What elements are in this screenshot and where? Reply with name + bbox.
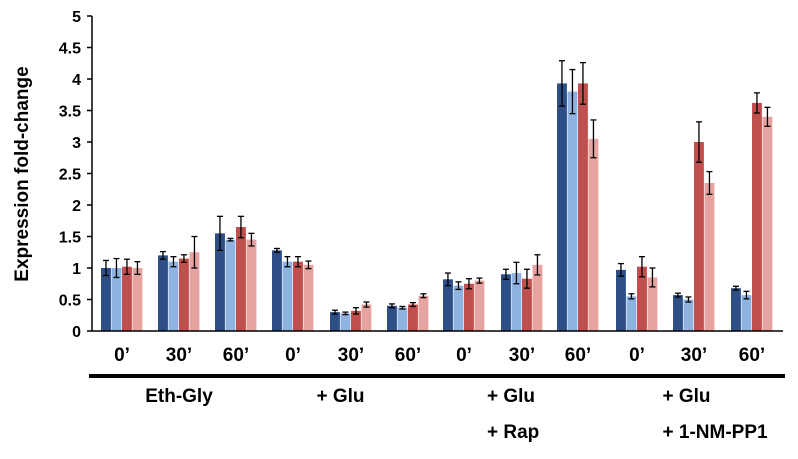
timepoint-label: 0’	[629, 345, 645, 366]
bar	[731, 288, 741, 331]
bar	[303, 264, 314, 331]
y-tick-label: 0	[72, 324, 81, 341]
bar	[532, 264, 543, 331]
group-label: Eth-Gly	[145, 386, 213, 407]
y-tick-label: 0.5	[59, 293, 81, 310]
group-underline	[260, 374, 441, 378]
timepoint-label: 30’	[338, 345, 364, 366]
group-label: + Glu	[487, 386, 535, 407]
y-tick-label: 1.5	[59, 230, 81, 247]
bar	[557, 83, 567, 331]
bar	[762, 116, 773, 331]
group-underline	[431, 374, 611, 378]
y-tick-label: 2	[72, 198, 81, 215]
bar	[215, 233, 225, 331]
bar	[578, 83, 588, 331]
bar	[474, 280, 485, 331]
bar	[464, 283, 474, 331]
bar	[453, 285, 464, 331]
bar	[443, 279, 453, 331]
timepoint-label: 0’	[456, 345, 472, 366]
bar	[351, 310, 361, 331]
y-axis-label: Expression fold-change	[12, 66, 33, 281]
bar	[511, 273, 522, 331]
bar	[111, 268, 122, 331]
bar	[704, 182, 715, 331]
condition-groups: 0’ 30’ 60’ Eth-Gly 0’ 30’ 60’ + Glu 0’ 30’ 60’ + Gl…	[89, 345, 785, 443]
bar	[522, 278, 532, 331]
bar	[637, 266, 647, 331]
y-tick-label: 1	[72, 261, 81, 278]
bar	[408, 304, 418, 331]
group-underline	[89, 374, 269, 378]
bar	[340, 313, 351, 331]
bar	[741, 295, 752, 331]
bar	[282, 261, 293, 331]
y-tick-label: 3	[72, 135, 81, 152]
bar	[588, 138, 599, 331]
timepoint-label: 30’	[509, 345, 535, 366]
bar	[293, 261, 303, 331]
bar	[387, 305, 397, 331]
timepoint-label: 60’	[565, 345, 591, 366]
timepoint-label: 30’	[681, 345, 707, 366]
bar	[501, 274, 511, 331]
error-bars	[102, 60, 771, 316]
bar	[330, 312, 340, 331]
timepoint-label: 0’	[285, 345, 301, 366]
timepoint-label: 60’	[223, 345, 249, 366]
bar	[122, 266, 132, 331]
y-tick-label: 3.5	[59, 104, 81, 121]
timepoint-label: 0’	[114, 345, 130, 366]
bar	[397, 307, 408, 331]
y-tick-label: 2.5	[59, 167, 81, 184]
bar	[567, 91, 578, 331]
group-underline	[604, 374, 785, 378]
timepoint-label: 60’	[739, 345, 765, 366]
bar	[158, 255, 168, 331]
bar	[179, 258, 189, 331]
y-axis: 0 0.5 1 1.5 2 2.5 3 3.5 4 4.5 5	[59, 9, 93, 341]
group-label: + 1-NM-PP1	[663, 422, 768, 443]
y-tick-label: 5	[72, 9, 81, 26]
group-label: + Glu	[317, 386, 365, 407]
bar	[694, 142, 704, 331]
bar	[272, 250, 282, 331]
bar	[752, 102, 762, 331]
group-label: + Glu	[663, 386, 711, 407]
bar	[647, 277, 658, 331]
bar	[673, 295, 683, 331]
bar	[189, 252, 200, 331]
timepoint-label: 60’	[395, 345, 421, 366]
timepoint-label: 30’	[166, 345, 192, 366]
y-tick-label: 4	[72, 72, 81, 89]
bar	[683, 299, 694, 331]
bar	[225, 239, 236, 331]
bar	[168, 261, 179, 331]
bar	[101, 268, 111, 331]
bar	[418, 295, 429, 331]
group-label: + Rap	[487, 422, 539, 443]
bar	[236, 227, 246, 331]
y-tick-label: 4.5	[59, 41, 81, 58]
bar	[626, 296, 637, 331]
bar	[616, 269, 626, 331]
bar	[246, 239, 257, 331]
bars	[101, 83, 773, 331]
bar	[132, 268, 143, 331]
bar	[361, 304, 372, 331]
